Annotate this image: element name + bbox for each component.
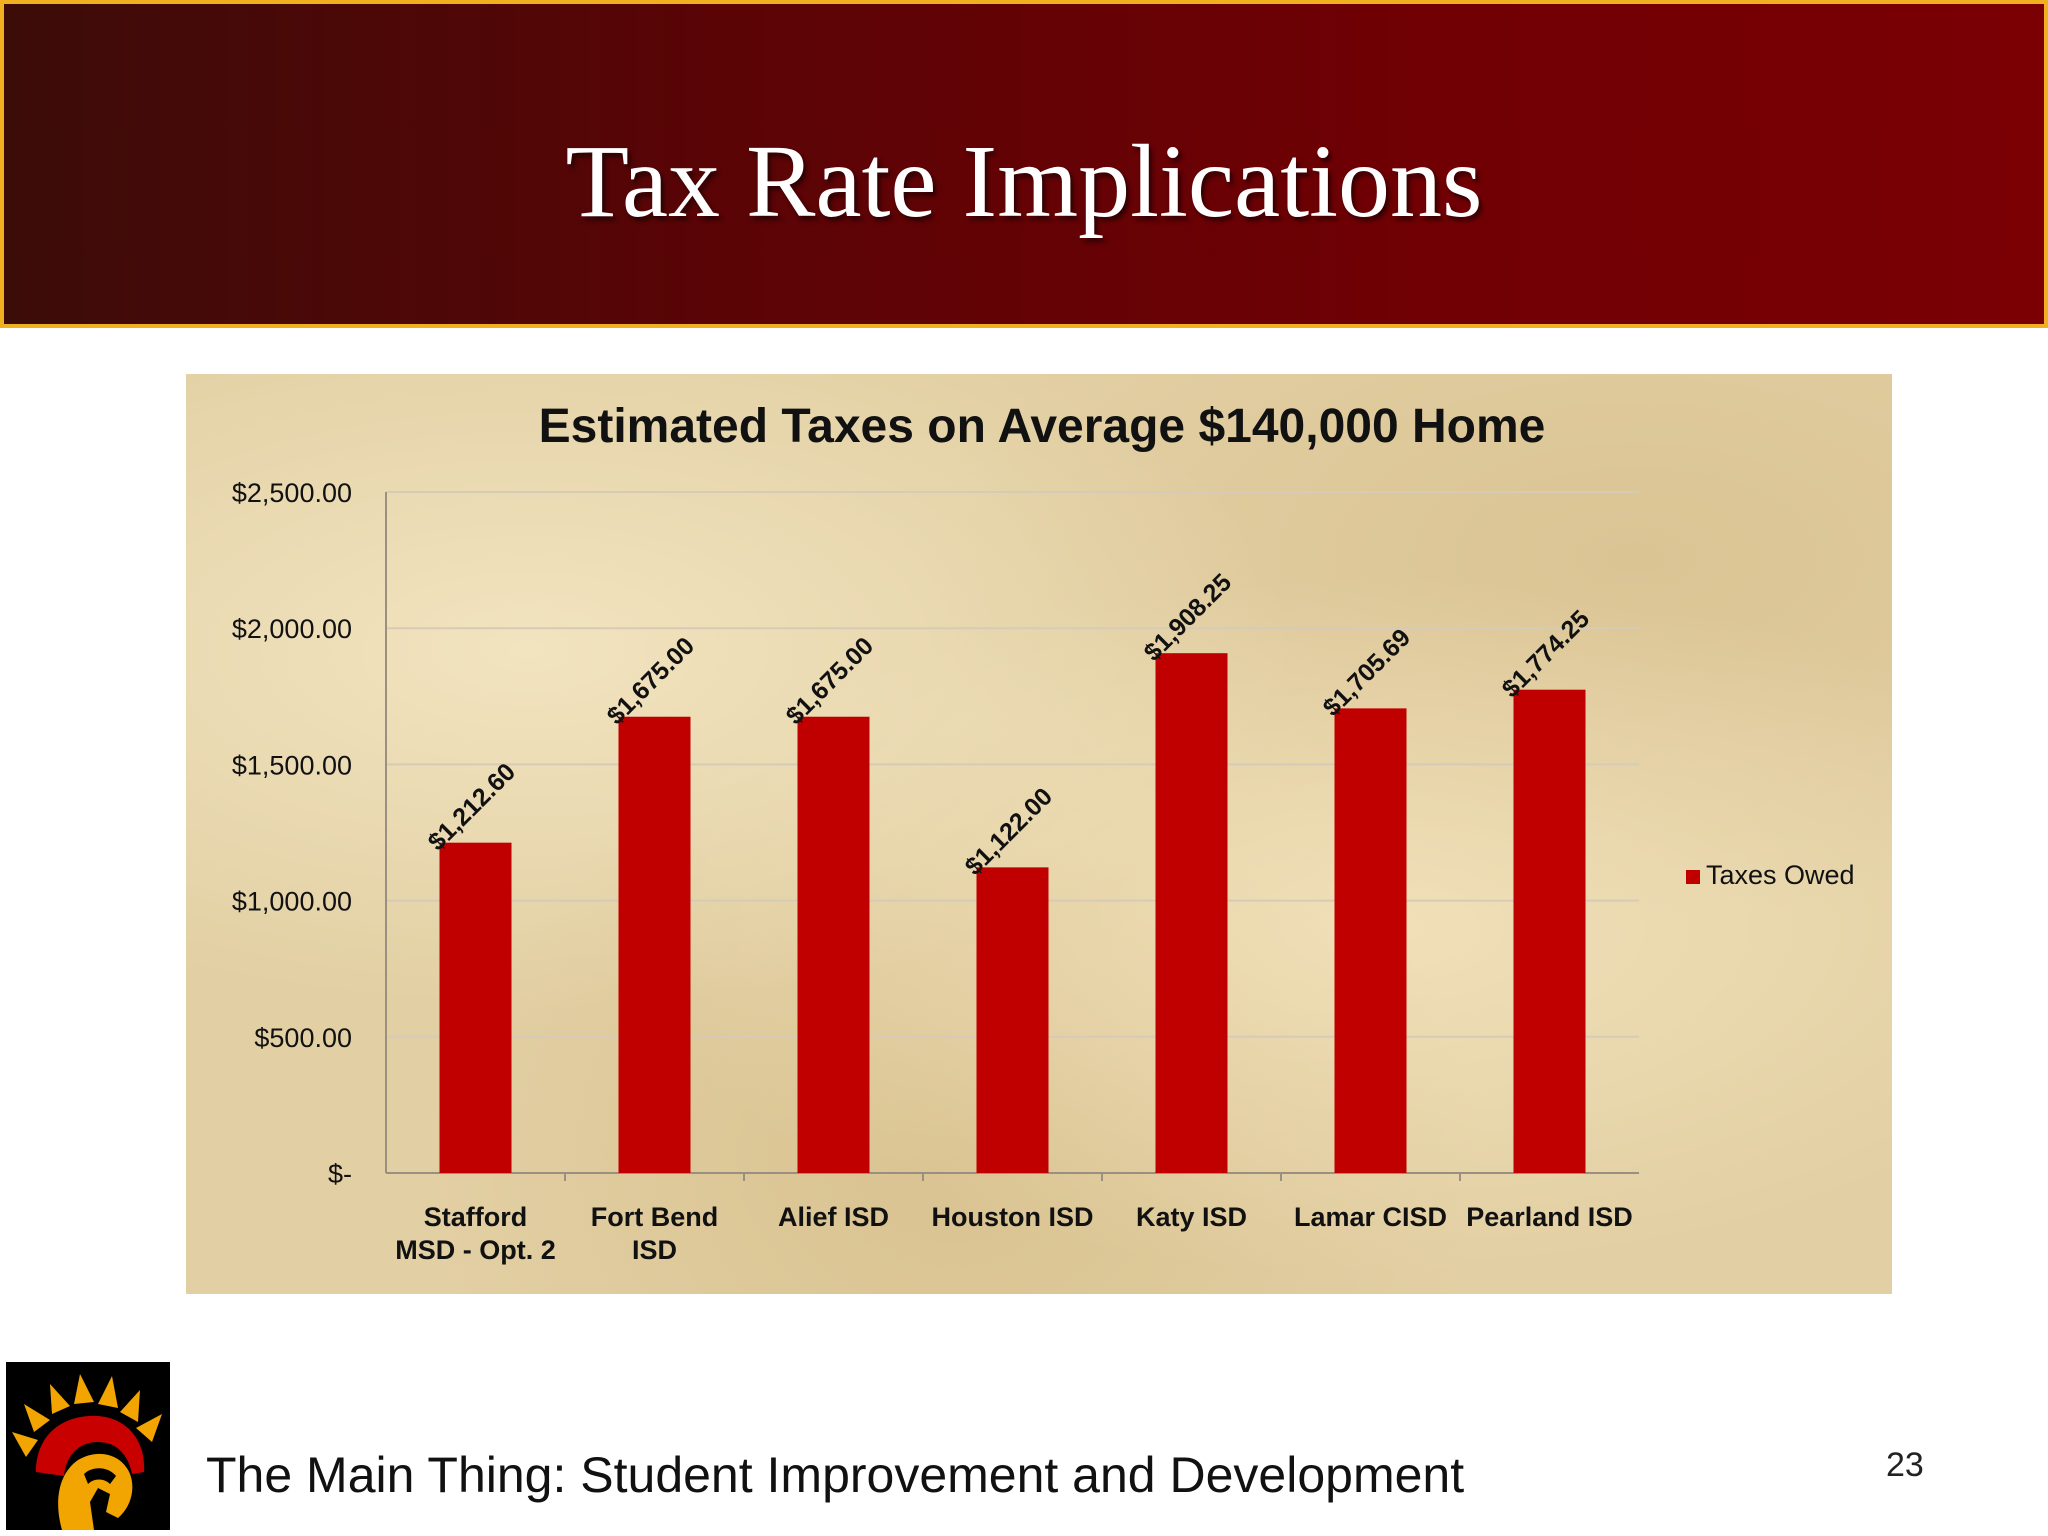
bar	[618, 716, 691, 1173]
slide-title: Tax Rate Implications	[565, 124, 1483, 239]
data-label: $1,705.69	[1318, 623, 1416, 721]
spartan-helmet-icon	[6, 1362, 170, 1530]
data-label: $1,908.25	[1139, 568, 1238, 667]
bar	[1334, 708, 1407, 1173]
bar-chart: Estimated Taxes on Average $140,000 Home…	[232, 400, 1855, 1265]
category-label: Stafford	[424, 1202, 528, 1232]
page-number: 23	[1886, 1446, 1924, 1484]
category-label: Lamar CISD	[1294, 1202, 1447, 1232]
y-tick-label: $2,500.00	[232, 478, 352, 508]
category-label: Houston ISD	[932, 1202, 1094, 1232]
chart-title: Estimated Taxes on Average $140,000 Home	[539, 400, 1546, 453]
category-label: Fort Bend	[591, 1202, 719, 1232]
legend-label: Taxes Owed	[1706, 860, 1855, 890]
data-label: $1,675.00	[602, 632, 700, 730]
chart-panel: Estimated Taxes on Average $140,000 Home…	[186, 374, 1892, 1294]
legend-swatch	[1686, 870, 1700, 884]
bar	[1513, 689, 1586, 1173]
footer-text: The Main Thing: Student Improvement and …	[206, 1447, 1465, 1503]
data-label: $1,774.25	[1497, 605, 1596, 704]
data-label: $1,212.60	[423, 758, 521, 856]
bar	[797, 716, 870, 1173]
category-label: Pearland ISD	[1466, 1202, 1633, 1232]
spartan-logo	[6, 1362, 170, 1530]
title-banner: Tax Rate Implications	[0, 0, 2048, 328]
bar	[439, 842, 512, 1173]
category-label: ISD	[632, 1235, 677, 1265]
bar	[1155, 653, 1228, 1173]
category-label: Alief ISD	[778, 1202, 889, 1232]
y-tick-label: $-	[328, 1159, 352, 1189]
bar	[976, 867, 1049, 1173]
y-tick-label: $1,500.00	[232, 750, 352, 780]
y-tick-label: $2,000.00	[232, 614, 352, 644]
data-label: $1,122.00	[960, 782, 1058, 880]
y-tick-label: $500.00	[254, 1023, 352, 1053]
data-label: $1,675.00	[781, 632, 879, 730]
y-tick-label: $1,000.00	[232, 887, 352, 917]
category-label: MSD - Opt. 2	[395, 1235, 556, 1265]
category-label: Katy ISD	[1136, 1202, 1247, 1232]
